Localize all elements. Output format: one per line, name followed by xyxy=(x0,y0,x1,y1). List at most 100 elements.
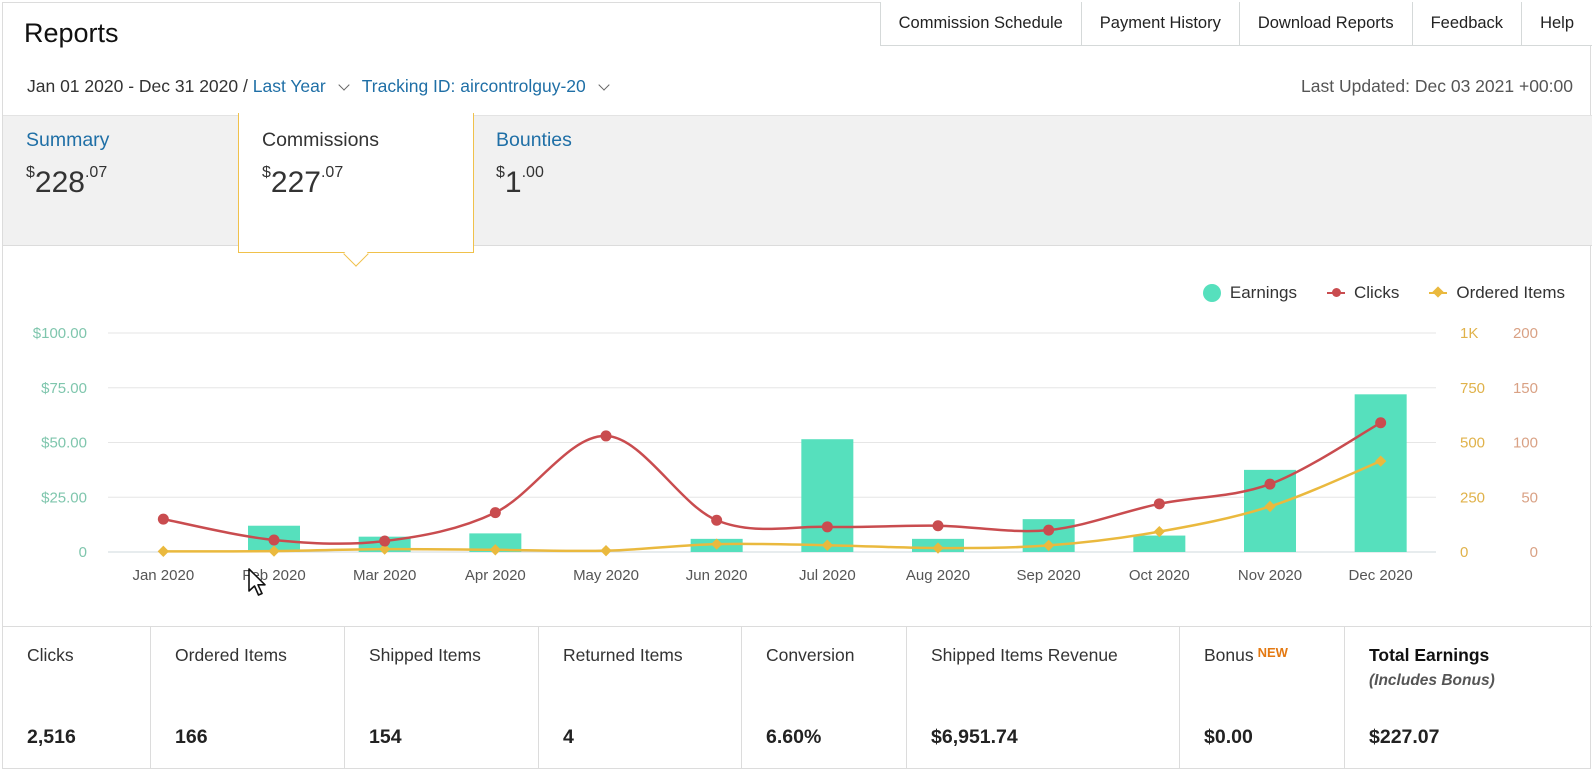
legend-ordered-items-label: Ordered Items xyxy=(1456,283,1565,302)
stat-shipped-revenue: Shipped Items Revenue $6,951.74 xyxy=(907,627,1180,769)
clicks-point xyxy=(268,534,280,546)
ordered-items-point xyxy=(1375,455,1387,467)
y-right-outer-tick-label: 150 xyxy=(1513,380,1538,397)
ordered-items-point xyxy=(1153,525,1165,538)
ordered-items-point xyxy=(821,539,833,551)
legend-earnings-label: Earnings xyxy=(1229,283,1297,302)
stat-clicks: Clicks 2,516 xyxy=(3,627,151,769)
mouse-pointer-icon xyxy=(248,568,266,596)
new-badge: NEW xyxy=(1257,645,1288,660)
clicks-point xyxy=(1153,498,1165,510)
earnings-chart: $100.00 1K 200$75.00 750 150$50.00 500 100$25.… xyxy=(33,325,1538,584)
commission-schedule-link[interactable]: Commission Schedule xyxy=(879,2,1081,46)
clicks-point xyxy=(1264,478,1276,490)
x-tick-label: Sep 2020 xyxy=(1017,567,1081,584)
stat-total-label: Total Earnings xyxy=(1369,645,1490,665)
clicks-point xyxy=(157,513,169,525)
page-title: Reports xyxy=(24,18,119,48)
stat-conversion-value: 6.60% xyxy=(766,726,822,748)
clicks-point xyxy=(711,514,723,526)
stat-bonus-label: Bonus NEW xyxy=(1204,645,1288,665)
tab-summary[interactable]: Summary $228.07 xyxy=(3,113,238,253)
earnings-bar xyxy=(469,533,522,552)
ordered-items-point xyxy=(157,545,169,557)
ordered-items-swatch-icon xyxy=(1429,292,1448,294)
stat-shipped-value: 154 xyxy=(369,726,402,748)
top-nav: Commission Schedule Payment History Down… xyxy=(879,2,1592,46)
stat-revenue-value: $6,951.74 xyxy=(931,726,1018,748)
x-tick-label: Jun 2020 xyxy=(686,567,748,584)
stat-conversion: Conversion 6.60% xyxy=(742,627,907,769)
ordered-items-point xyxy=(600,545,612,557)
chevron-down-icon[interactable] xyxy=(598,78,610,91)
earnings-bar xyxy=(1133,535,1186,552)
clicks-point xyxy=(1375,417,1387,429)
feedback-link[interactable]: Feedback xyxy=(1411,2,1522,46)
summary-amount: $228.07 xyxy=(26,164,108,199)
bounties-amount: $1.00 xyxy=(496,164,544,199)
tab-bounties[interactable]: Bounties $1.00 xyxy=(473,113,709,253)
help-link[interactable]: Help xyxy=(1521,2,1592,46)
y-left-tick-label: 0 xyxy=(79,544,87,561)
stats-row: Clicks 2,516 Ordered Items 166 Shipped I… xyxy=(3,626,1592,769)
y-right-inner-tick-label: 250 xyxy=(1460,489,1485,506)
earnings-bar xyxy=(801,439,854,552)
download-reports-link[interactable]: Download Reports xyxy=(1238,2,1412,46)
legend-ordered-items[interactable]: Ordered Items xyxy=(1429,283,1565,303)
x-tick-label: Nov 2020 xyxy=(1238,567,1302,584)
filter-bar: Jan 01 2020 - Dec 31 2020 / Last Year Tr… xyxy=(27,76,622,97)
y-right-inner-tick-label: 0 xyxy=(1460,544,1468,561)
payment-history-link[interactable]: Payment History xyxy=(1080,2,1239,46)
chart-legend: Earnings Clicks Ordered Items xyxy=(1173,283,1565,303)
stat-returned-value: 4 xyxy=(563,726,574,748)
stat-ordered-label: Ordered Items xyxy=(175,645,287,665)
ordered-items-point xyxy=(1264,500,1276,513)
period-dropdown[interactable]: Last Year xyxy=(252,76,326,96)
stat-bonus: Bonus NEW $0.00 xyxy=(1180,627,1345,769)
clicks-point xyxy=(600,430,612,442)
tracking-id-dropdown[interactable]: aircontrolguy-20 xyxy=(460,76,586,96)
ordered-items-point xyxy=(268,545,280,557)
tab-bounties-label: Bounties xyxy=(496,129,572,151)
stat-clicks-label: Clicks xyxy=(27,645,74,665)
tab-summary-label: Summary xyxy=(26,129,110,151)
x-tick-label: Apr 2020 xyxy=(465,567,526,584)
ordered-items-line xyxy=(163,459,1382,553)
y-right-inner-tick-label: 750 xyxy=(1460,380,1485,397)
y-left-tick-label: $75.00 xyxy=(41,380,87,397)
stat-shipped-items: Shipped Items 154 xyxy=(345,627,539,769)
y-right-outer-tick-label: 0 xyxy=(1530,544,1538,561)
ordered-items-point xyxy=(711,538,723,550)
legend-clicks[interactable]: Clicks xyxy=(1327,283,1399,303)
stat-total-earnings: Total Earnings (Includes Bonus) $227.07 xyxy=(1345,627,1592,769)
stat-bonus-value: $0.00 xyxy=(1204,726,1253,748)
commissions-amount: $227.07 xyxy=(262,164,344,199)
stat-shipped-label: Shipped Items xyxy=(369,645,481,665)
chevron-down-icon[interactable] xyxy=(338,78,350,91)
y-left-tick-label: $100.00 xyxy=(33,325,87,342)
legend-clicks-label: Clicks xyxy=(1354,283,1400,302)
y-right-outer-tick-label: 50 xyxy=(1521,489,1538,506)
clicks-point xyxy=(821,521,833,533)
clicks-swatch-icon xyxy=(1327,288,1345,297)
y-right-outer-tick-label: 100 xyxy=(1513,435,1538,452)
x-tick-label: Oct 2020 xyxy=(1129,567,1190,584)
x-tick-label: Jan 2020 xyxy=(132,567,194,584)
stat-clicks-value: 2,516 xyxy=(27,726,76,748)
x-tick-label: Aug 2020 xyxy=(906,567,970,584)
tab-commissions-label: Commissions xyxy=(262,129,380,151)
y-right-inner-tick-label: 500 xyxy=(1460,435,1485,452)
tab-commissions[interactable]: Commissions $227.07 xyxy=(238,113,474,267)
ordered-items-point xyxy=(489,544,501,556)
x-tick-label: Mar 2020 xyxy=(353,567,416,584)
stat-returned-label: Returned Items xyxy=(563,645,683,665)
stat-total-value: $227.07 xyxy=(1369,726,1440,748)
legend-earnings[interactable]: Earnings xyxy=(1202,283,1297,303)
y-left-tick-label: $50.00 xyxy=(41,435,87,452)
y-left-tick-label: $25.00 xyxy=(41,489,87,506)
earnings-swatch-icon xyxy=(1202,284,1221,302)
x-tick-label: May 2020 xyxy=(573,567,639,584)
stat-revenue-label: Shipped Items Revenue xyxy=(931,645,1118,665)
clicks-point xyxy=(489,507,501,519)
